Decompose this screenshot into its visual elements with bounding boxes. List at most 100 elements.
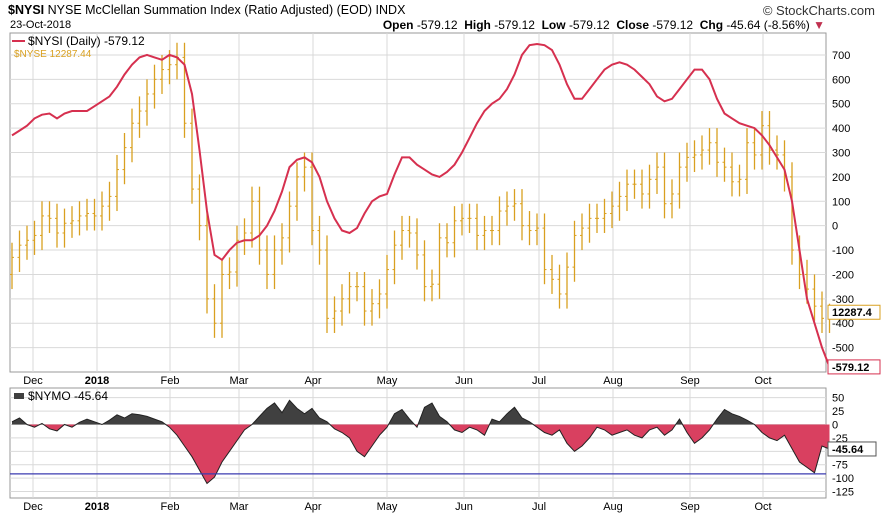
x-tick-label: Dec — [23, 501, 43, 513]
nymo-positive-area — [109, 414, 117, 425]
x-tick-label: May — [377, 501, 398, 513]
date-label: 23-Oct-2018 — [10, 19, 72, 31]
y-tick-label: 50 — [832, 393, 844, 405]
nymo-negative-area — [229, 424, 237, 452]
x-tick-label: Feb — [161, 501, 180, 513]
nymo-positive-area — [289, 400, 297, 425]
nymo-positive-area — [402, 409, 410, 425]
open-label: Open — [382, 18, 414, 32]
x-tick-label: May — [377, 375, 398, 387]
down-arrow-icon: ▼ — [813, 18, 825, 32]
y-tick-label: -100 — [832, 473, 854, 485]
x-tick-label: Feb — [161, 375, 180, 387]
nymo-negative-area — [199, 424, 207, 484]
y-tick-label: -75 — [832, 460, 848, 472]
nyse-last-value: 12287.4 — [832, 307, 873, 319]
y-tick-label: 0 — [832, 221, 838, 233]
nymo-negative-area — [597, 424, 605, 430]
legend-nymo-label: $NYMO -45.64 — [28, 389, 108, 403]
nymo-negative-area — [462, 424, 470, 433]
nymo-negative-area — [769, 424, 777, 441]
nymo-negative-area — [49, 424, 57, 431]
x-tick-label: Jun — [455, 501, 473, 513]
nymo-positive-area — [259, 408, 267, 425]
nymo-negative-area — [784, 424, 792, 449]
x-tick-label: Mar — [230, 375, 249, 387]
x-tick-label: Jul — [532, 501, 546, 513]
nymo-negative-area — [799, 424, 807, 468]
x-tick-label: Apr — [304, 501, 321, 513]
nymo-series-line — [11, 399, 830, 485]
nymo-positive-area — [79, 419, 87, 425]
open-value: -579.12 — [416, 18, 458, 32]
nymo-positive-area — [439, 416, 447, 425]
y-tick-label: 600 — [832, 74, 850, 86]
symbol-label[interactable]: $NYSI — [8, 3, 45, 17]
high-label: High — [464, 18, 491, 32]
nymo-positive-area — [319, 418, 327, 425]
low-value: -579.12 — [568, 18, 610, 32]
close-label: Close — [616, 18, 649, 32]
nymo-positive-area — [739, 416, 747, 425]
nysi-series-line — [11, 42, 831, 368]
nymo-negative-area — [537, 424, 545, 433]
x-tick-label: Sep — [680, 375, 700, 387]
nymo-positive-area — [154, 419, 162, 425]
y-tick-label: 200 — [832, 172, 850, 184]
y-tick-label: -400 — [832, 318, 854, 330]
x-tick-label: Dec — [23, 375, 43, 387]
low-label: Low — [541, 18, 566, 32]
x-tick-label: Apr — [304, 375, 321, 387]
nymo-positive-area — [507, 407, 515, 425]
nymo-negative-area — [349, 424, 357, 452]
nymo-positive-area — [87, 419, 95, 425]
nymo-negative-area — [552, 424, 560, 436]
x-tick-label: 2018 — [85, 501, 109, 513]
high-value: -579.12 — [494, 18, 535, 32]
y-tick-label: -500 — [832, 343, 854, 355]
y-tick-label: 25 — [832, 406, 844, 418]
header-line-1: $NYSI NYSE McClellan Summation Index (Ra… — [8, 3, 405, 17]
nysi-last-value: -579.12 — [832, 362, 869, 374]
nymo-negative-area — [634, 424, 642, 438]
nymo-negative-area — [192, 424, 200, 471]
chg-label: Chg — [699, 18, 724, 32]
nyse-last-tag — [827, 304, 881, 320]
nymo-positive-area — [282, 400, 290, 425]
nymo-negative-area — [687, 424, 695, 444]
x-tick-label: Oct — [754, 501, 771, 513]
nymo-negative-area — [544, 424, 552, 436]
nymo-positive-area — [274, 403, 282, 425]
nymo-positive-area — [12, 418, 20, 425]
nymo-negative-area — [574, 424, 582, 452]
x-tick-label: Jul — [532, 375, 546, 387]
x-tick-label: Mar — [230, 501, 249, 513]
nymo-positive-area — [312, 408, 320, 425]
nymo-positive-area — [432, 403, 440, 425]
nymo-positive-area — [717, 409, 725, 425]
y-tick-label: 100 — [832, 196, 850, 208]
nymo-negative-area — [612, 424, 620, 436]
x-tick-label: Aug — [603, 501, 623, 513]
nymo-negative-area — [807, 424, 815, 473]
nymo-negative-area — [372, 424, 380, 446]
x-tick-label: Aug — [603, 375, 623, 387]
chart-title: NYSE McClellan Summation Index (Ratio Ad… — [47, 3, 373, 17]
y-tick-label: -200 — [832, 269, 854, 281]
nymo-negative-area — [694, 424, 702, 444]
brand-label: © StockCharts.com — [763, 3, 875, 18]
close-value: -579.12 — [652, 18, 694, 32]
nymo-negative-area — [342, 424, 350, 438]
legend-nyse-label: $NYSE 12287.44 — [14, 49, 92, 60]
nymo-negative-area — [582, 424, 590, 446]
y-tick-label: -300 — [832, 294, 854, 306]
ohlc-line: Open -579.12 High -579.12 Low -579.12 Cl… — [383, 18, 825, 32]
y-tick-label: 400 — [832, 123, 850, 135]
nymo-last-value: -45.64 — [832, 444, 864, 456]
nymo-negative-area — [207, 424, 215, 484]
nymo-negative-area — [792, 424, 800, 463]
nymo-negative-area — [357, 424, 365, 457]
panel-2-frame — [9, 387, 827, 499]
x-tick-label: 2018 — [85, 375, 109, 387]
